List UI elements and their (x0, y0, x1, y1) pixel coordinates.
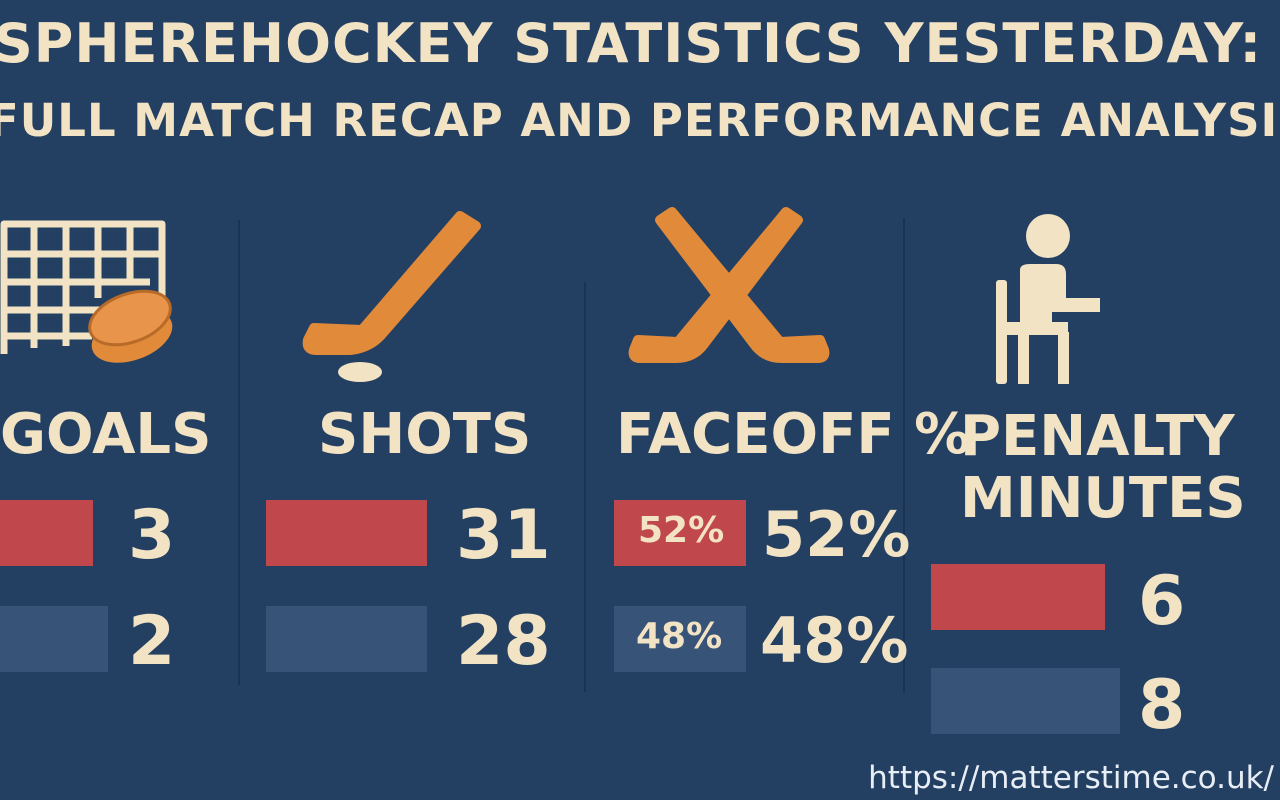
team1-bar (266, 500, 427, 566)
team2-bar (0, 606, 108, 672)
stat-label-goals: GOALS (0, 402, 212, 467)
hockey-stick-icon (302, 211, 481, 382)
column-divider (903, 218, 905, 692)
stat-label-faceoff: FACEOFF % (616, 402, 971, 467)
crossed-sticks-icon (628, 207, 830, 363)
team2-value: 48% (760, 604, 909, 677)
team2-bar (931, 668, 1120, 734)
team1-bar (931, 564, 1105, 630)
source-url[interactable]: https://matterstime.co.uk/ (868, 760, 1274, 796)
team2-value: 28 (456, 602, 551, 681)
team1-value: 31 (456, 496, 551, 575)
column-divider (238, 220, 240, 685)
team1-bar (0, 500, 93, 566)
team1-value: 6 (1138, 562, 1186, 641)
team2-bar (266, 606, 427, 672)
team2-bar (614, 606, 746, 672)
stat-label-shots: SHOTS (318, 402, 532, 467)
stat-label-penalty-line2: MINUTES (960, 466, 1246, 531)
subtitle: FULL MATCH RECAP AND PERFORMANCE ANALYSI… (0, 94, 1280, 147)
team1-bar-label: 52% (638, 510, 725, 551)
team1-bar (614, 500, 746, 566)
team1-value: 3 (128, 496, 176, 575)
team2-bar-label: 48% (636, 616, 723, 657)
main-title: SPHEREHOCKEY STATISTICS YESTERDAY: (0, 12, 1263, 75)
column-divider (584, 282, 586, 692)
goal-net-puck-icon (0, 220, 173, 363)
team2-value: 2 (128, 602, 176, 681)
team2-value: 8 (1138, 666, 1186, 745)
stat-label-penalty-line1: PENALTY (960, 404, 1235, 469)
penalty-box-person-icon (996, 214, 1100, 384)
team1-value: 52% (762, 498, 911, 571)
